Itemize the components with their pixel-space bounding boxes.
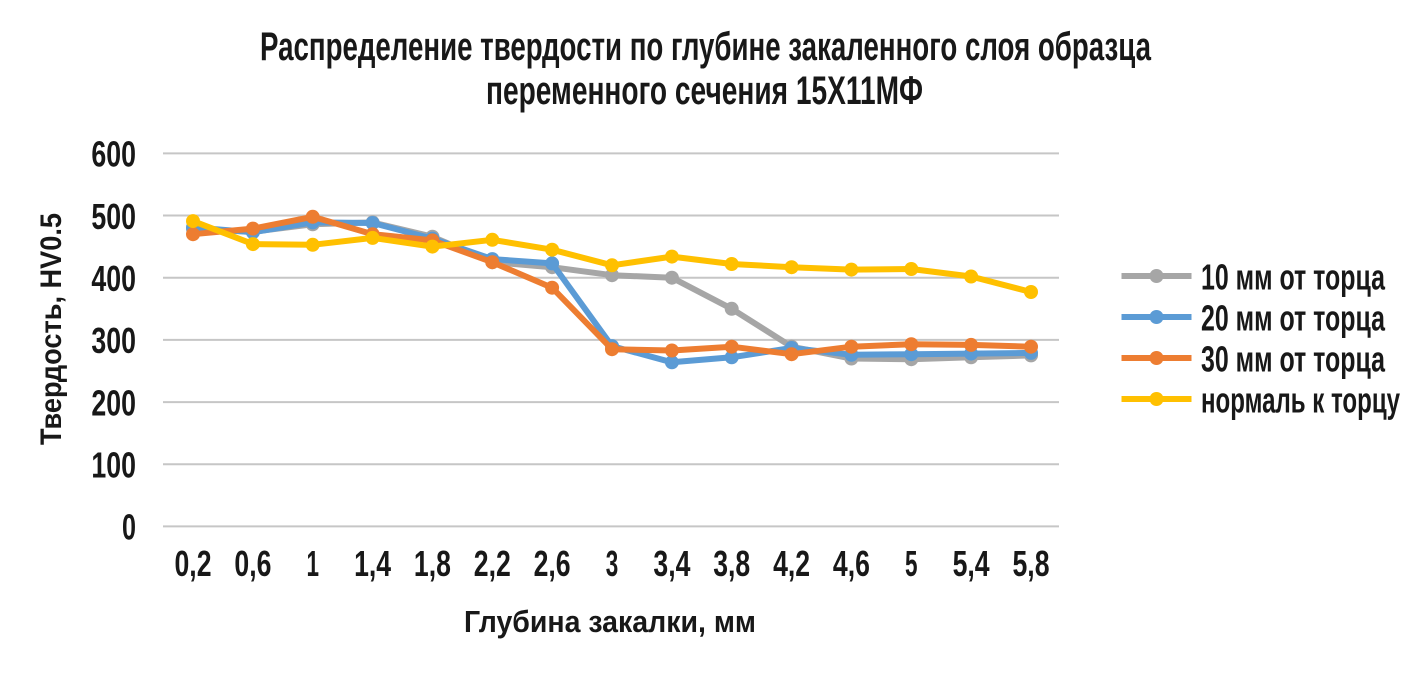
svg-text:1,8: 1,8	[414, 543, 451, 584]
svg-text:нормаль к торцу: нормаль к торцу	[1201, 379, 1400, 420]
svg-text:500: 500	[91, 196, 136, 237]
svg-text:3: 3	[606, 543, 619, 584]
svg-text:1: 1	[307, 543, 320, 584]
svg-text:5,8: 5,8	[1013, 543, 1050, 584]
svg-text:300: 300	[91, 320, 136, 361]
svg-text:переменного сечения 15Х11МФ: переменного сечения 15Х11МФ	[486, 69, 923, 113]
svg-text:30 мм от торца: 30 мм от торца	[1201, 338, 1386, 379]
svg-text:Глубина закалки, мм: Глубина закалки, мм	[464, 604, 756, 639]
svg-text:0: 0	[122, 507, 136, 548]
svg-text:0,2: 0,2	[175, 543, 212, 584]
svg-text:200: 200	[91, 382, 136, 423]
svg-text:Твердость, HV0.5: Твердость, HV0.5	[35, 213, 68, 445]
svg-text:600: 600	[91, 134, 136, 175]
svg-text:10 мм от торца: 10 мм от торца	[1201, 256, 1386, 297]
svg-text:3,4: 3,4	[653, 543, 690, 584]
svg-text:2,6: 2,6	[534, 543, 571, 584]
svg-text:100: 100	[91, 445, 136, 486]
svg-text:4,2: 4,2	[773, 543, 810, 584]
svg-text:20 мм от торца: 20 мм от торца	[1201, 297, 1386, 338]
svg-text:2,2: 2,2	[474, 543, 511, 584]
svg-text:3,8: 3,8	[713, 543, 750, 584]
svg-text:Распределение твердости по глу: Распределение твердости по глубине закал…	[260, 25, 1152, 69]
svg-text:1,4: 1,4	[354, 543, 391, 584]
svg-text:4,6: 4,6	[833, 543, 870, 584]
svg-text:5,4: 5,4	[953, 543, 990, 584]
svg-text:0,6: 0,6	[234, 543, 271, 584]
svg-text:400: 400	[91, 258, 136, 299]
svg-text:5: 5	[905, 543, 918, 584]
